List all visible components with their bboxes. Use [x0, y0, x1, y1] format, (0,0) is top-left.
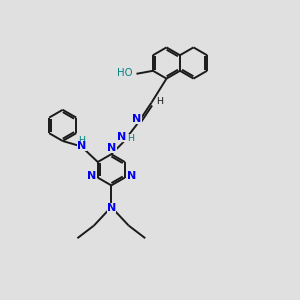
- Text: N: N: [107, 143, 116, 153]
- Text: N: N: [107, 202, 116, 213]
- Text: N: N: [118, 132, 127, 142]
- Text: N: N: [127, 171, 136, 181]
- Text: H: H: [78, 136, 85, 145]
- Text: N: N: [133, 114, 142, 124]
- Text: N: N: [87, 171, 96, 181]
- Text: N: N: [77, 141, 86, 152]
- Text: H: H: [127, 134, 134, 143]
- Text: H: H: [156, 98, 164, 106]
- Text: HO: HO: [117, 68, 133, 78]
